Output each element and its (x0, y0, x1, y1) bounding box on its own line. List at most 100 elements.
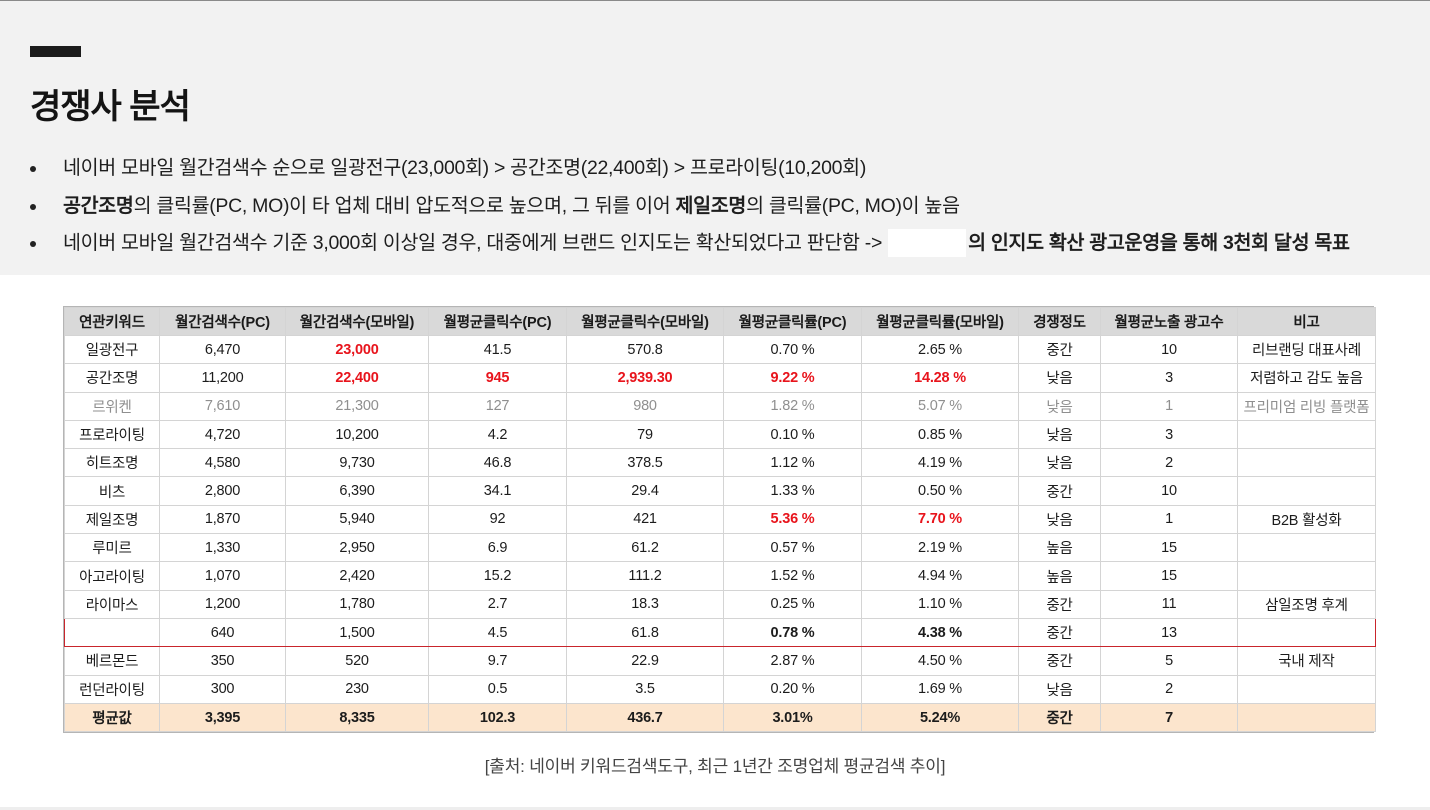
table-cell: 41.5 (428, 334, 567, 365)
table-cell (1237, 533, 1376, 563)
redacted-brand-name (888, 228, 967, 257)
table-row: 라이마스 1,200 1,780 2.7 18.3 0.25 % 1.10 % 중간 11 삼일조… (64, 589, 1376, 619)
column-header: 비고 (1237, 307, 1376, 336)
table-cell: 1,870 (159, 504, 286, 535)
table-cell: 국내 제작 (1237, 646, 1376, 676)
table-body: 일광전구 6,470 23,000 41.5 570.8 0.70 % 2.65 % 중간 10… (64, 334, 1376, 733)
table-cell: 10,200 (285, 419, 429, 450)
keyword-cell: 루미르 (64, 533, 160, 563)
table-cell: 4,720 (159, 419, 286, 450)
table-cell: 61.8 (566, 617, 724, 648)
table-cell: 중간 (1018, 476, 1101, 506)
table-cell: 436.7 (566, 702, 724, 733)
table-cell (1237, 448, 1376, 478)
table-header-row: 연관키워드 월간검색수(PC) 월간검색수(모바일) 월평균클릭수(PC) 월평균클릭수… (64, 307, 1376, 336)
table-cell: 300 (159, 674, 286, 704)
table-cell: 6.9 (428, 533, 567, 563)
table-cell: 18.3 (566, 589, 724, 619)
table-cell: 3 (1100, 419, 1238, 450)
table-cell: 7.70 % (861, 504, 1019, 535)
table-cell: 1 (1100, 504, 1238, 535)
keyword-cell: 아고라이팅 (64, 561, 160, 591)
summary-bullet: 네이버 모바일 월간검색수 순으로 일광전구(23,000회) > 공간조명(2… (30, 153, 1420, 191)
table-cell: 34.1 (428, 476, 567, 506)
table-cell: 5.07 % (861, 391, 1019, 421)
table-cell: 102.3 (428, 702, 567, 733)
table-cell: 640 (159, 617, 286, 648)
table-cell: 2 (1100, 448, 1238, 478)
table-cell: 2.87 % (723, 646, 862, 676)
table-cell: 8,335 (285, 702, 429, 733)
table-row: 아고라이팅 1,070 2,420 15.2 111.2 1.52 % 4.94 % 높음 15 (64, 561, 1376, 591)
table-cell: 10 (1100, 476, 1238, 506)
table-cell: 46.8 (428, 448, 567, 478)
table-cell: 0.57 % (723, 533, 862, 563)
table-cell: 삼일조명 후계 (1237, 589, 1376, 619)
table-cell: 낮음 (1018, 391, 1101, 421)
table-cell: 1,500 (285, 617, 429, 648)
title-accent-bar (30, 46, 81, 57)
table-cell: 945 (428, 363, 567, 393)
table-cell: 낮음 (1018, 363, 1101, 393)
summary-section: 경쟁사 분석 네이버 모바일 월간검색수 순으로 일광전구(23,000회) >… (0, 1, 1430, 275)
table-cell: 높음 (1018, 561, 1101, 591)
column-header: 월간검색수(PC) (159, 307, 286, 336)
keyword-cell: 히트조명 (64, 448, 160, 478)
table-cell: 15 (1100, 533, 1238, 563)
table-cell: 1,780 (285, 589, 429, 619)
column-header: 월평균클릭수(모바일) (566, 307, 724, 336)
table-cell: 4,580 (159, 448, 286, 478)
column-header: 월평균클릭률(모바일) (861, 307, 1019, 336)
bullet-text: 의 클릭률(PC, MO)이 타 업체 대비 압도적으로 높으며, 그 뒤를 이… (133, 194, 676, 217)
table-cell: 15 (1100, 561, 1238, 591)
table-cell: 0.10 % (723, 419, 862, 450)
table-cell: 리브랜딩 대표사례 (1237, 334, 1376, 365)
table-cell: 14.28 % (861, 363, 1019, 393)
keyword-cell: 평균값 (64, 702, 160, 733)
keyword-cell: 제일조명 (64, 504, 160, 535)
table-cell: 5 (1100, 646, 1238, 676)
table-cell: 1 (1100, 391, 1238, 421)
table-cell: 21,300 (285, 391, 429, 421)
bullet-text: 네이버 모바일 월간검색수 기준 3,000회 이상일 경우, 대중에게 브랜드… (63, 232, 883, 254)
competitor-table-container: 연관키워드 월간검색수(PC) 월간검색수(모바일) 월평균클릭수(PC) 월평균클릭수… (63, 306, 1376, 734)
table-cell: 낮음 (1018, 448, 1101, 478)
table-row: 히트조명 4,580 9,730 46.8 378.5 1.12 % 4.19 % 낮음 2 (64, 448, 1376, 478)
table-cell: 5,940 (285, 504, 429, 535)
table-cell: 1,070 (159, 561, 286, 591)
table-cell: 0.78 % (723, 617, 862, 648)
source-note: [출처: 네이버 키워드검색도구, 최근 1년간 조명업체 평균검색 추이] (484, 757, 946, 776)
table-cell: 4.2 (428, 419, 567, 450)
column-header: 월평균클릭수(PC) (428, 307, 567, 336)
table-cell: 1,330 (159, 533, 286, 563)
table-cell: 낮음 (1018, 419, 1101, 450)
table-cell: 11 (1100, 589, 1238, 619)
table-cell: 6,470 (159, 334, 286, 365)
table-cell: 4.50 % (861, 646, 1019, 676)
table-cell: 1.69 % (861, 674, 1019, 704)
table-row: 프로라이팅 4,720 10,200 4.2 79 0.10 % 0.85 % 낮음 3 (64, 419, 1376, 450)
summary-bullet: 공간조명의 클릭률(PC, MO)이 타 업체 대비 압도적으로 높으며, 그 … (30, 191, 1420, 229)
summary-bullet: 네이버 모바일 월간검색수 기준 3,000회 이상일 경우, 대중에게 브랜드… (30, 228, 1420, 266)
table-cell: 1.33 % (723, 476, 862, 506)
table-cell: 3,395 (159, 702, 286, 733)
table-cell: 4.5 (428, 617, 567, 648)
table-cell: 7,610 (159, 391, 286, 421)
column-header: 경쟁정도 (1018, 307, 1101, 336)
table-cell: 378.5 (566, 448, 724, 478)
table-cell: 61.2 (566, 533, 724, 563)
table-cell: 9,730 (285, 448, 429, 478)
table-cell: 0.20 % (723, 674, 862, 704)
table-cell: 9.22 % (723, 363, 862, 393)
table-cell: 저렴하고 감도 높음 (1237, 363, 1376, 393)
table-cell: 0.85 % (861, 419, 1019, 450)
table-cell (1237, 674, 1376, 704)
table-row: 공간조명 11,200 22,400 945 2,939.30 9.22 % 14.28 %… (64, 363, 1376, 393)
table-row: 베르몬드 350 520 9.7 22.9 2.87 % 4.50 % 중간 5 국내 제작 (64, 646, 1376, 676)
table-cell: 2.19 % (861, 533, 1019, 563)
bullet-text: 의 클릭률(PC, MO)이 높음 (746, 194, 960, 217)
table-cell: 0.25 % (723, 589, 862, 619)
table-cell: 프리미엄 리빙 플랫폼 (1237, 391, 1376, 421)
table-row: 비츠 2,800 6,390 34.1 29.4 1.33 % 0.50 % 중간 10 (64, 476, 1376, 506)
table-cell: 29.4 (566, 476, 724, 506)
